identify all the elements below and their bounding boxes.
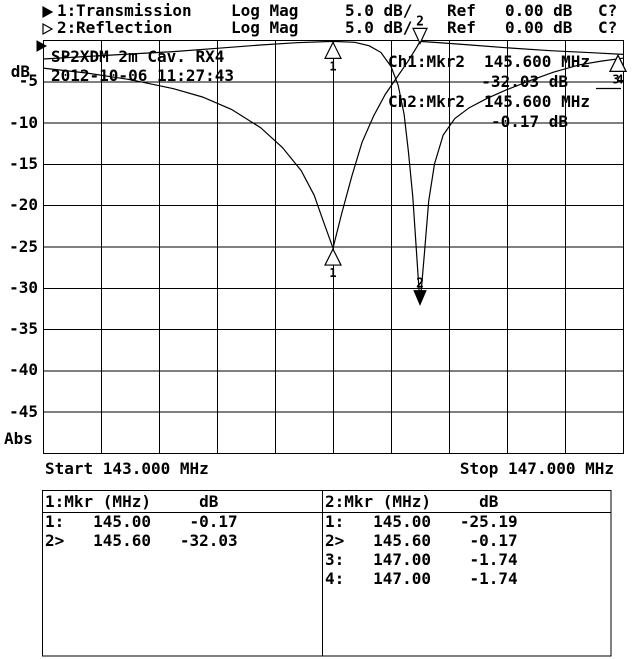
ch1-cal-status: C?: [598, 1, 618, 20]
marker-table-header: 2:Mkr (MHz) dB: [325, 492, 499, 511]
marker-ch2-3-digit: 3: [612, 72, 619, 86]
y-tick-label: -5: [18, 71, 38, 91]
marker-table-row: 1: 145.00 -0.17: [45, 512, 238, 531]
marker-ch1-2-digit: 2: [416, 277, 424, 292]
marker-ch2-1-digit: 1: [329, 266, 336, 280]
ch1-trace-label: Transmission: [76, 1, 192, 20]
ch1-format: Log Mag: [231, 1, 299, 20]
y-tick-label: -10: [9, 112, 38, 132]
y-tick-label: -25: [9, 236, 38, 256]
ch2-number: 2:: [57, 18, 77, 37]
ch2-indicator-icon: [42, 22, 54, 36]
marker-ch1-1-digit: 1: [329, 59, 336, 73]
y-tick-label: -30: [9, 277, 38, 297]
y-tick-label: -40: [9, 360, 38, 380]
marker-table-row: 3: 147.00 -1.74: [325, 550, 518, 569]
marker-ch2-1-triangle-icon: [324, 247, 342, 266]
ch2-ref-label: Ref: [447, 18, 476, 37]
marker-ch1-1-triangle-icon: [324, 41, 342, 60]
sweep-start-label: Start 143.000 MHz: [45, 459, 209, 478]
marker-ch2-2-triangle-icon: [412, 27, 428, 45]
marker-ch2-3-triangle-icon: [609, 54, 627, 72]
ch2-ref-value: 0.00 dB: [505, 18, 573, 37]
y-tick-label: -35: [9, 319, 38, 339]
y-tick-label: -15: [9, 153, 38, 173]
ch2-marker-readout-freq: 145.600 MHz: [484, 92, 590, 111]
marker-table-row: 2> 145.60 -32.03: [45, 531, 238, 550]
y-tick-label: -20: [9, 195, 38, 215]
ch2-format: Log Mag: [231, 18, 299, 37]
ch1-ref-label: Ref: [447, 1, 476, 20]
ref-level-indicator-icon: [36, 40, 48, 52]
y-axis-unit: dB: [10, 62, 30, 81]
sweep-stop-label: Stop 147.000 MHz: [459, 459, 614, 478]
marker-ch2-4-digit: 4: [616, 72, 623, 86]
marker-table-row: 4: 147.00 -1.74: [325, 569, 518, 588]
marker-ch2-2-digit: 2: [416, 14, 424, 29]
ch2-cal-status: C?: [598, 18, 618, 37]
y-tick-label: -45: [9, 401, 38, 421]
ch1-indicator-icon: [42, 5, 54, 19]
ch2-marker-readout-label: Ch2:Mkr2: [388, 92, 466, 111]
ch1-scale: 5.0 dB/: [345, 1, 413, 20]
marker-ch2-4-triangle-icon: [609, 54, 627, 72]
y-axis-abs-label: Abs: [4, 429, 33, 448]
ch1-marker-readout-freq: 145.600 MHz: [484, 52, 590, 71]
marker-table-row: 1: 145.00 -25.19: [325, 512, 518, 531]
ch1-marker-readout-label: Ch1:Mkr2: [388, 52, 466, 71]
ch2-scale: 5.0 dB/: [345, 18, 413, 37]
marker-table-header: 1:Mkr (MHz) dB: [45, 492, 219, 511]
ch1-marker-readout-value: -32.03 dB: [481, 72, 568, 91]
timestamp: 2012-10-06 11:27:43: [51, 66, 235, 85]
device-title: SP2XDM 2m Cav. RX4: [51, 47, 225, 66]
ch1-ref-value: 0.00 dB: [505, 1, 573, 20]
ch2-marker-readout-value: -0.17 dB: [490, 112, 568, 131]
marker-ch1-2-triangle-icon: [413, 290, 427, 306]
ch2-trace-label: Reflection: [76, 18, 173, 37]
marker-table-row: 2> 145.60 -0.17: [325, 531, 518, 550]
ch1-number: 1:: [57, 1, 77, 20]
